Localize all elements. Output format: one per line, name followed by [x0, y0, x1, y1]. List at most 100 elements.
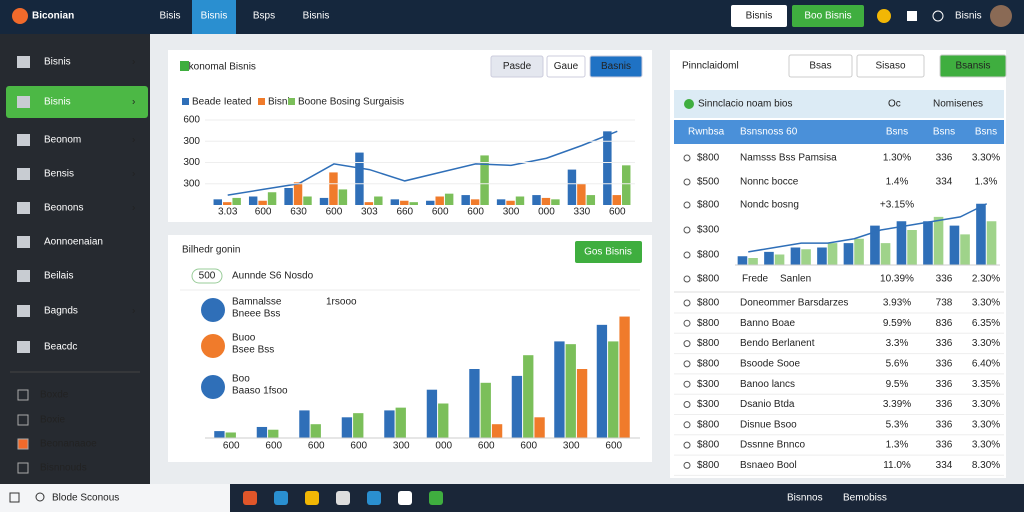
- bar: [511, 375, 523, 438]
- panel-control-label[interactable]: Bsas: [809, 61, 831, 72]
- filter-tag[interactable]: [191, 268, 223, 284]
- table-cell: 9.59%: [883, 318, 911, 329]
- nav-tab[interactable]: Bisis: [159, 11, 180, 22]
- row-icon: [683, 275, 691, 283]
- sidebar-item[interactable]: Aonnoenaian: [44, 237, 103, 248]
- bar: [258, 200, 267, 205]
- table-cell: 3.30%: [972, 440, 1000, 451]
- x-tick-label: 300: [563, 441, 580, 452]
- panel-title: Ekonomal Bisnis: [182, 62, 256, 73]
- bar: [496, 199, 506, 205]
- table-cell: $800: [697, 460, 720, 471]
- item-sub: Bsee Bss: [232, 345, 274, 356]
- sidebar-item[interactable]: Bisnnouds: [40, 463, 87, 474]
- panel-button[interactable]: [575, 241, 642, 263]
- taskbar-app[interactable]: [305, 491, 319, 505]
- sidebar-item[interactable]: Beonons: [44, 203, 83, 214]
- x-tick-label: 000: [538, 207, 555, 218]
- nav-tab[interactable]: Bsps: [253, 11, 275, 22]
- panel-control-label[interactable]: Gaue: [554, 61, 579, 72]
- table-cell: 11.0%: [883, 460, 911, 471]
- sidebar-item[interactable]: Bisnis: [44, 57, 71, 68]
- bar: [268, 429, 279, 438]
- x-tick-label: 660: [396, 207, 413, 218]
- nav-tab[interactable]: Bisnis: [303, 11, 330, 22]
- panel-control-label[interactable]: Basnis: [601, 61, 631, 72]
- subheader-menu[interactable]: Nomisenes: [933, 99, 983, 110]
- panel-control[interactable]: [589, 55, 643, 78]
- table-cell: 334: [936, 177, 953, 188]
- header-button[interactable]: [731, 5, 787, 27]
- panel-control[interactable]: [546, 55, 586, 78]
- start-button[interactable]: [9, 492, 20, 503]
- bar: [299, 410, 310, 438]
- sidebar-item[interactable]: Bisnis: [44, 97, 71, 108]
- sidebar-item[interactable]: Boxde: [40, 390, 69, 401]
- panel-control[interactable]: [788, 54, 853, 78]
- panel-control[interactable]: [939, 54, 1007, 78]
- sidebar-item[interactable]: Beilais: [44, 271, 73, 282]
- taskbar-app[interactable]: [429, 491, 443, 505]
- bar: [426, 389, 438, 438]
- taskbar-app[interactable]: [243, 491, 257, 505]
- panel-control[interactable]: [490, 55, 544, 78]
- panel-control[interactable]: [856, 54, 925, 78]
- bar: [622, 165, 631, 205]
- table-cell: Banno Boae: [740, 318, 795, 329]
- taskbar-app[interactable]: [367, 491, 381, 505]
- x-tick-label: 3.03: [218, 207, 238, 218]
- user-name: Bisnis: [955, 11, 982, 22]
- x-tick-label: 600: [609, 207, 626, 218]
- sidebar-icon: [17, 414, 29, 426]
- sidebar-icon: [17, 236, 30, 248]
- header-button[interactable]: [792, 5, 864, 27]
- panel-control-label[interactable]: Sisaso: [875, 61, 905, 72]
- table-cell: 6.35%: [972, 318, 1000, 329]
- item-icon: [201, 334, 225, 358]
- taskbar-app[interactable]: [274, 491, 288, 505]
- bar: [409, 202, 418, 205]
- sidebar-item[interactable]: Beonom: [44, 135, 81, 146]
- bar: [764, 251, 774, 265]
- bar: [329, 172, 338, 205]
- nav-tab[interactable]: Bisnis: [201, 11, 228, 22]
- bar: [444, 193, 454, 205]
- header-button-label[interactable]: Boo Bisnis: [804, 11, 851, 22]
- sidebar-item[interactable]: Bensis: [44, 169, 74, 180]
- sidebar-icon: [17, 96, 30, 108]
- row-icon: [683, 421, 691, 429]
- sidebar-item[interactable]: Boxie: [40, 415, 65, 426]
- filter-tag-label[interactable]: 500: [199, 271, 216, 282]
- panel-control-label[interactable]: Bsansis: [955, 61, 990, 72]
- table-cell: 3.35%: [972, 379, 1000, 390]
- avatar[interactable]: [990, 5, 1012, 27]
- sidebar-icon: [17, 462, 29, 474]
- x-tick-label: 300: [503, 207, 520, 218]
- column-header: Bsns: [933, 127, 955, 138]
- row-icon: [683, 461, 691, 469]
- bar: [854, 238, 864, 265]
- bar: [355, 152, 364, 205]
- bar: [817, 247, 827, 265]
- legend-label: Beade Ieated: [192, 97, 252, 108]
- sidebar-item[interactable]: Bagnds: [44, 306, 78, 317]
- sidebar-icon: [17, 270, 30, 282]
- panel-title: Bilhedr gonin: [182, 245, 240, 256]
- taskbar-app[interactable]: [398, 491, 412, 505]
- bar: [586, 195, 596, 205]
- subheader: [674, 90, 1004, 118]
- taskbar-search[interactable]: Blode Sconous: [52, 493, 119, 504]
- bar: [801, 249, 811, 265]
- taskbar-app[interactable]: [336, 491, 350, 505]
- x-tick-label: 330: [574, 207, 591, 218]
- bar: [523, 355, 534, 438]
- brand-name: Biconian: [32, 11, 74, 22]
- bar: [341, 417, 353, 438]
- bar: [577, 183, 586, 205]
- sidebar-item[interactable]: Beonanaaoe: [40, 439, 97, 450]
- panel-button-label[interactable]: Gos Bisnis: [584, 247, 632, 258]
- table-cell: 336: [936, 359, 953, 370]
- header-button-label[interactable]: Bisnis: [746, 11, 773, 22]
- panel-control-label[interactable]: Pasde: [503, 61, 532, 72]
- sidebar-item[interactable]: Beacdc: [44, 342, 77, 353]
